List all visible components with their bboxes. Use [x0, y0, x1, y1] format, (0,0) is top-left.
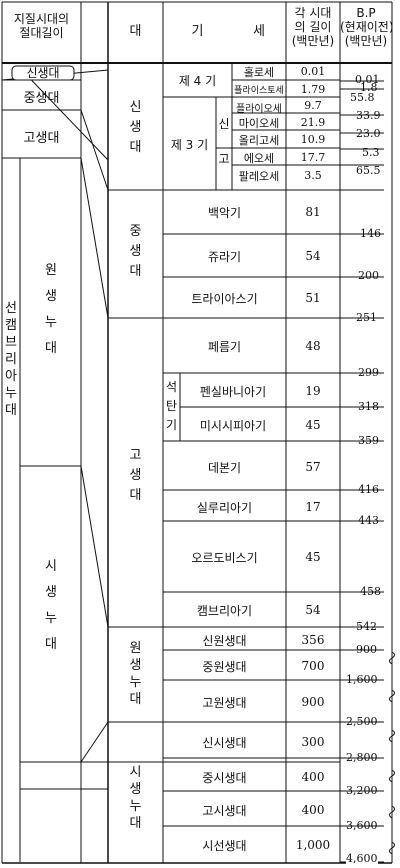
period-jurassic: 쥬라기 — [207, 250, 242, 264]
left-mesozoic: 중생대 — [23, 91, 60, 106]
epoch-eocene: 에오세 — [243, 152, 275, 165]
bp-2: 5.3 — [362, 146, 380, 159]
duration-devonian: 57 — [305, 460, 321, 474]
duration-pennsylvanian: 19 — [305, 384, 321, 398]
duration-holocene: 0.01 — [300, 65, 326, 78]
bp-8: 200 — [358, 269, 379, 282]
epoch-pleistocene: 플라이스토세 — [234, 86, 284, 96]
period-quaternary: 제 4 기 — [178, 74, 217, 88]
duration-ordovician: 45 — [305, 550, 321, 564]
bp-7: 146 — [360, 227, 381, 240]
duration-paleoarchean: 400 — [301, 803, 325, 817]
period-triassic: 트라이아스기 — [191, 292, 258, 306]
period-ordovician: 오르도비스기 — [191, 551, 258, 565]
duration-triassic: 51 — [305, 291, 321, 305]
bp-12: 359 — [358, 434, 379, 447]
duration-paleocene: 3.5 — [304, 169, 322, 182]
period-devonian: 데본기 — [207, 461, 242, 475]
era-mesoproterozoic: 중원생대 — [202, 660, 247, 674]
left-cenozoic: 신생대 — [26, 66, 60, 80]
duration-cambrian: 54 — [305, 603, 321, 617]
duration-permian: 48 — [305, 339, 321, 353]
duration-mesoarchean: 400 — [301, 770, 325, 784]
era-mesoarchean: 중시생대 — [202, 771, 247, 785]
duration-neoarchean: 300 — [301, 735, 325, 749]
period-mississippian: 미시시피아기 — [199, 419, 267, 433]
epoch-holocene: 홀로세 — [243, 66, 275, 79]
left-paleozoic: 고생대 — [23, 131, 60, 146]
duration-miocene: 21.9 — [300, 116, 326, 129]
period-silurian: 실루리아기 — [196, 501, 253, 515]
bp-11: 318 — [358, 400, 379, 413]
duration-mesoproterozoic: 700 — [301, 659, 325, 673]
header-era: 대 — [129, 24, 142, 39]
bp-21: 3,200 — [346, 784, 378, 797]
duration-neoproterozoic: 356 — [301, 633, 325, 647]
bp-18: 1,600 — [346, 673, 378, 686]
epoch-miocene: 마이오세 — [238, 117, 280, 130]
bp-10: 299 — [358, 366, 379, 379]
duration-cretaceous: 81 — [305, 205, 321, 219]
header-period: 기 — [191, 24, 204, 39]
bp-19: 2,500 — [346, 715, 378, 728]
period-tertiary: 제 3 기 — [170, 138, 209, 152]
bp-16: 542 — [356, 620, 377, 633]
header-duration: 각 시대 의 길이 (백만년) — [291, 6, 335, 48]
bp-20: 2,800 — [346, 751, 378, 764]
duration-mississippian: 45 — [305, 418, 321, 432]
era-neoarchean: 신시생대 — [202, 736, 247, 750]
subperiod-neogene: 신 — [218, 117, 230, 131]
duration-paleoproterozoic: 900 — [301, 695, 325, 709]
duration-eoarchean: 1,000 — [295, 838, 331, 852]
era-paleoarchean: 고시생대 — [202, 804, 247, 818]
epoch-pliocene: 플라이오세 — [236, 104, 282, 115]
bp-22: 3,600 — [346, 819, 378, 832]
era-eoarchean: 시선생대 — [202, 839, 247, 853]
bp-0: 0.01 — [355, 73, 380, 86]
bp-6: 65.5 — [356, 164, 381, 177]
bp-13: 416 — [358, 483, 379, 496]
era-neoproterozoic: 신원생대 — [202, 634, 247, 648]
bp-15: 458 — [360, 585, 381, 598]
duration-pleistocene: 1.79 — [300, 83, 326, 96]
period-pennsylvanian: 펜실바니아기 — [199, 385, 267, 399]
bp-3: 23.0 — [356, 127, 381, 140]
period-cambrian: 캠브리아기 — [196, 604, 253, 618]
bp-5: 55.8 — [350, 91, 375, 104]
period-permian: 페름기 — [207, 340, 242, 354]
bp-17: 900 — [356, 643, 377, 656]
bp-4: 33.9 — [356, 109, 381, 122]
bp-1: 1.8 — [360, 81, 378, 94]
duration-silurian: 17 — [305, 500, 321, 514]
duration-jurassic: 54 — [305, 249, 321, 263]
epoch-oligocene: 올리고세 — [238, 134, 280, 147]
header-absolute-length: 지질시대의 절대길이 — [13, 12, 70, 40]
duration-oligocene: 10.9 — [300, 133, 326, 146]
header-epoch: 세 — [253, 24, 265, 39]
period-cretaceous: 백악기 — [207, 206, 242, 220]
header-bp: B.P (현재이전) (백만년) — [340, 6, 394, 48]
bp-9: 251 — [356, 311, 377, 324]
bp-14: 443 — [358, 514, 379, 527]
duration-eocene: 17.7 — [300, 151, 326, 164]
epoch-paleocene: 팔레오세 — [238, 170, 280, 183]
era-paleoproterozoic: 고원생대 — [202, 696, 247, 710]
subperiod-paleogene: 고 — [218, 152, 230, 166]
duration-pliocene: 9.7 — [304, 99, 322, 112]
bp-23: 4,600 — [346, 852, 378, 865]
